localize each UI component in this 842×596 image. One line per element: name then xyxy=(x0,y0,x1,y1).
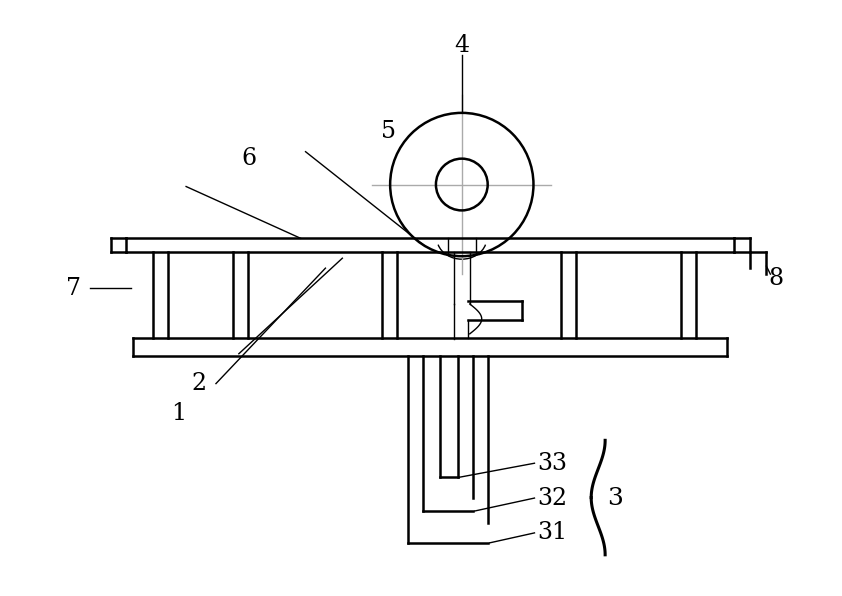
Text: 32: 32 xyxy=(537,486,568,510)
Text: 2: 2 xyxy=(191,372,206,395)
Text: 8: 8 xyxy=(769,266,784,290)
Text: 5: 5 xyxy=(381,120,396,143)
Text: 1: 1 xyxy=(172,402,187,425)
Text: 6: 6 xyxy=(242,147,256,170)
Text: 3: 3 xyxy=(607,486,623,510)
Text: 31: 31 xyxy=(537,522,568,544)
Text: 7: 7 xyxy=(67,277,81,300)
Text: 33: 33 xyxy=(537,452,568,475)
Text: 4: 4 xyxy=(454,34,469,57)
